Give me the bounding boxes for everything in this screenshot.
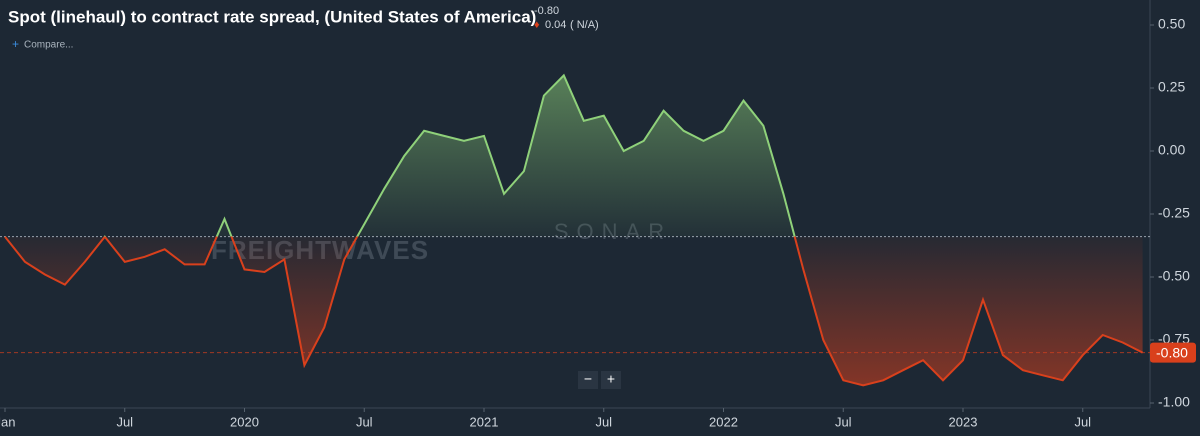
zoom-in[interactable] (601, 371, 621, 389)
y-tick-label: 0.50 (1158, 16, 1185, 32)
y-tick-label: -0.50 (1158, 268, 1190, 284)
header-change: 0.04 (545, 19, 566, 31)
x-tick-label: Jul (595, 414, 612, 429)
zoom-in-icon[interactable]: + (607, 371, 615, 387)
x-tick-label: Jan (0, 414, 15, 429)
zoom-out-icon[interactable]: − (584, 371, 592, 387)
compare-link[interactable]: Compare... (24, 40, 73, 51)
y-tick-label: -1.00 (1158, 394, 1190, 410)
chart-title: Spot (linehaul) to contract rate spread,… (8, 7, 536, 26)
area (5, 75, 1143, 386)
header-value: -0.80 (534, 5, 559, 17)
zoom-out[interactable] (578, 371, 598, 389)
last-value-badge (1150, 342, 1196, 363)
x-tick-label: 2023 (949, 414, 978, 429)
line (4, 73, 1144, 387)
x-tick-label: Jul (356, 414, 373, 429)
x-tick-label: Jul (835, 414, 852, 429)
y-tick-label: 0.25 (1158, 79, 1185, 95)
x-tick-label: Jul (116, 414, 133, 429)
last-value-label: -0.80 (1156, 344, 1188, 360)
header-change-pct: ( N/A) (570, 19, 599, 31)
change-icon: ♦ (534, 19, 540, 31)
x-tick-label: Jul (1074, 414, 1091, 429)
y-tick-label: 0.00 (1158, 142, 1185, 158)
x-tick-label: 2021 (470, 414, 499, 429)
x-tick-label: 2020 (230, 414, 259, 429)
compare-icon[interactable]: + (12, 37, 19, 51)
x-tick-label: 2022 (709, 414, 738, 429)
y-tick-label: -0.25 (1158, 205, 1190, 221)
